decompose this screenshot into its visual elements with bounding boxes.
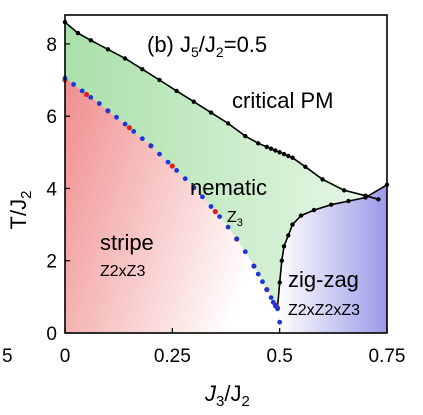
upper-boundary-point [281, 151, 287, 157]
zigzag-boundary-line [276, 184, 387, 308]
zigzag-boundary-point [290, 222, 295, 227]
stripe-boundary-blue-point [275, 306, 280, 312]
upper-boundary-point [273, 148, 278, 153]
stripe-boundary-blue-point [122, 121, 128, 127]
stripe-boundary-blue-point [251, 263, 257, 269]
stripe-boundary-blue-point [157, 151, 162, 157]
clipped-x-tick-label: 5 [2, 346, 13, 367]
y-tick-label: 8 [46, 35, 57, 56]
x-tick-label: 0.5 [266, 346, 292, 367]
upper-boundary-point [341, 188, 347, 193]
stripe-boundary-red-point [83, 91, 90, 98]
upper-boundary-point [286, 153, 291, 159]
zigzag-boundary-point [277, 280, 282, 285]
x-axis-label: J3/J2 [204, 381, 250, 410]
label-stripe-symmetry: Z2xZ3 [100, 263, 145, 280]
stripe-boundary-blue-point [191, 185, 197, 191]
stripe-boundary-blue-point [242, 249, 248, 255]
x-tick-label: 0.75 [369, 346, 406, 367]
upper-boundary-point [157, 77, 162, 83]
upper-boundary-point [290, 155, 295, 160]
upper-boundary-point [303, 164, 308, 169]
y-tick-label: 4 [46, 179, 57, 200]
zigzag-boundary-point [329, 202, 334, 207]
label-critical-pm: critical PM [232, 88, 333, 113]
nematic-region [65, 22, 387, 309]
label-zigzag: zig-zag [288, 267, 359, 292]
upper-boundary-point [264, 144, 269, 150]
upper-boundary-point [191, 99, 196, 104]
label-nematic-symmetry: Z3 [227, 209, 243, 229]
upper-boundary-point [268, 146, 274, 151]
y-axis-label: T/J2 [6, 191, 35, 230]
stripe-boundary-blue-point [255, 271, 261, 277]
zigzag-boundary-point [298, 213, 304, 218]
stripe-boundary-blue-point [131, 129, 137, 134]
stripe-boundary-blue-point [148, 143, 154, 149]
stripe-region [65, 78, 280, 333]
label-zigzag-symmetry: Z2xZ2xZ3 [288, 302, 360, 319]
chart-title: (b) J5/J2=0.5 [147, 32, 267, 60]
stripe-boundary-blue-point [200, 194, 205, 200]
stripe-boundary-blue-point [105, 108, 111, 114]
zigzag-boundary-point [279, 258, 284, 263]
upper-boundary-point [320, 177, 325, 182]
stripe-boundary-blue-point [79, 88, 85, 94]
stripe-boundary-blue-point [139, 136, 145, 142]
upper-boundary-point [105, 47, 111, 52]
upper-boundary-point [88, 38, 94, 43]
stripe-boundary-blue-point [260, 279, 265, 285]
zigzag-boundary-point [311, 207, 317, 213]
zigzag-boundary-point [346, 198, 351, 204]
zigzag-boundary-point [281, 244, 287, 249]
upper-boundary-point [75, 30, 81, 36]
stripe-boundary-blue-point [114, 114, 119, 120]
upper-boundary-point [376, 197, 381, 202]
stripe-boundary-blue-point [165, 159, 171, 165]
y-tick-label: 2 [46, 252, 57, 273]
upper-boundary-point [140, 67, 145, 72]
stripe-boundary-blue-point [264, 287, 270, 292]
stripe-boundary-blue-point [234, 236, 240, 242]
upper-boundary-point [174, 88, 179, 94]
label-nematic: nematic [190, 175, 267, 200]
stripe-boundary-blue-point [174, 168, 180, 173]
x-tick-label: 0 [60, 346, 71, 367]
zigzag-boundary-point [363, 195, 368, 200]
y-tick-label: 0 [46, 324, 57, 345]
stripe-boundary-blue-point [217, 214, 223, 220]
upper-boundary-point [225, 121, 231, 126]
stripe-boundary-red-point [126, 125, 132, 131]
stripe-boundary-blue-point [225, 224, 231, 230]
x-tick-label: 0.25 [154, 346, 191, 367]
upper-boundary-point [243, 133, 248, 139]
stripe-boundary-blue-point [96, 101, 102, 106]
upper-boundary-point [256, 141, 261, 146]
y-tick-label: 6 [46, 107, 57, 128]
zigzag-boundary-point [286, 233, 291, 238]
stripe-boundary-red-point [212, 209, 218, 215]
stripe-boundary-red-point [169, 163, 175, 169]
stripe-boundary-blue-point [208, 204, 214, 209]
stripe-boundary-blue-point [71, 82, 76, 87]
label-stripe: stripe [100, 230, 154, 255]
plot-frame [64, 14, 388, 334]
upper-boundary-point [277, 150, 282, 155]
stripe-boundary-blue-point [88, 95, 94, 100]
stripe-boundary-blue-point [277, 319, 283, 325]
stripe-boundary-blue-point [182, 176, 188, 182]
stripe-boundary-blue-point [270, 299, 276, 305]
upper-boundary-point [208, 110, 214, 115]
stripe-boundary-blue-point [268, 295, 274, 300]
upper-boundary-point [122, 56, 128, 61]
zigzag-region [277, 181, 387, 333]
